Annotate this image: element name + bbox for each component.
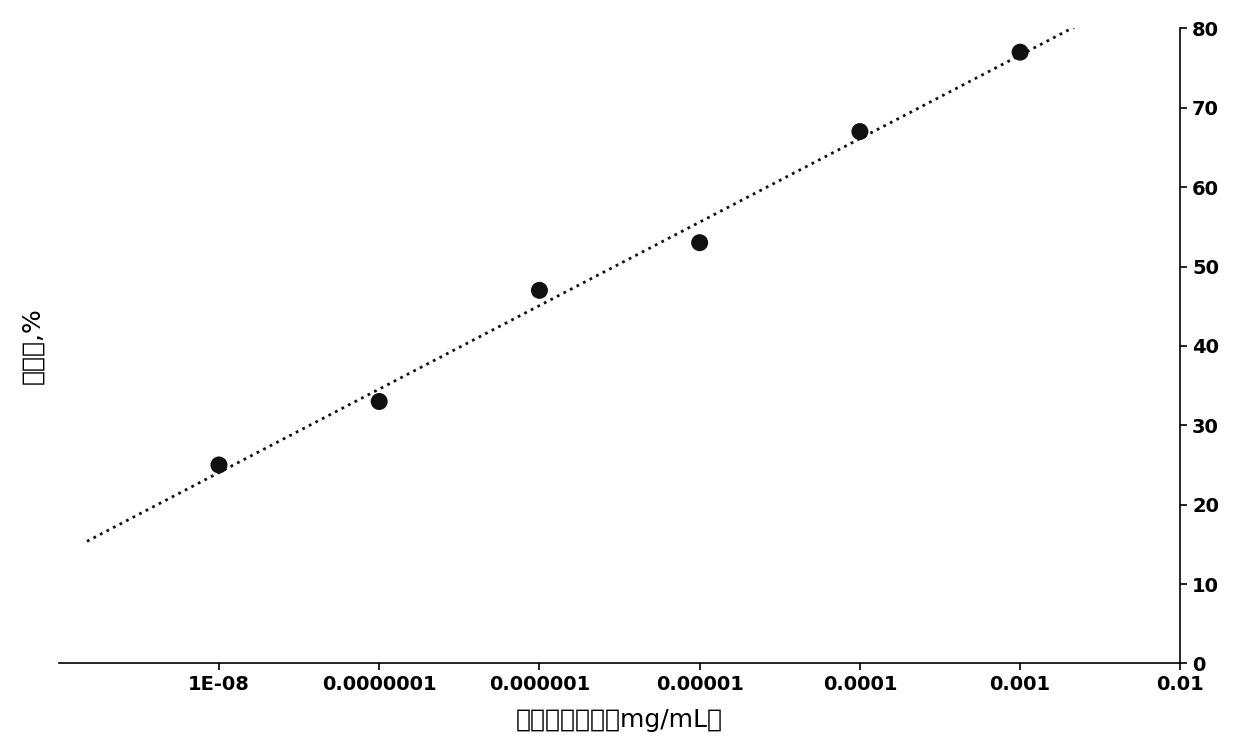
Point: [370, 395, 389, 407]
Point: [210, 459, 229, 471]
Point: [1011, 46, 1030, 58]
Point: [849, 126, 869, 138]
X-axis label: 多溃联苯浓度（mg/mL）: 多溃联苯浓度（mg/mL）: [516, 708, 723, 732]
Y-axis label: 抑制率,%: 抑制率,%: [21, 307, 45, 384]
Point: [529, 285, 549, 297]
Point: [689, 236, 709, 248]
